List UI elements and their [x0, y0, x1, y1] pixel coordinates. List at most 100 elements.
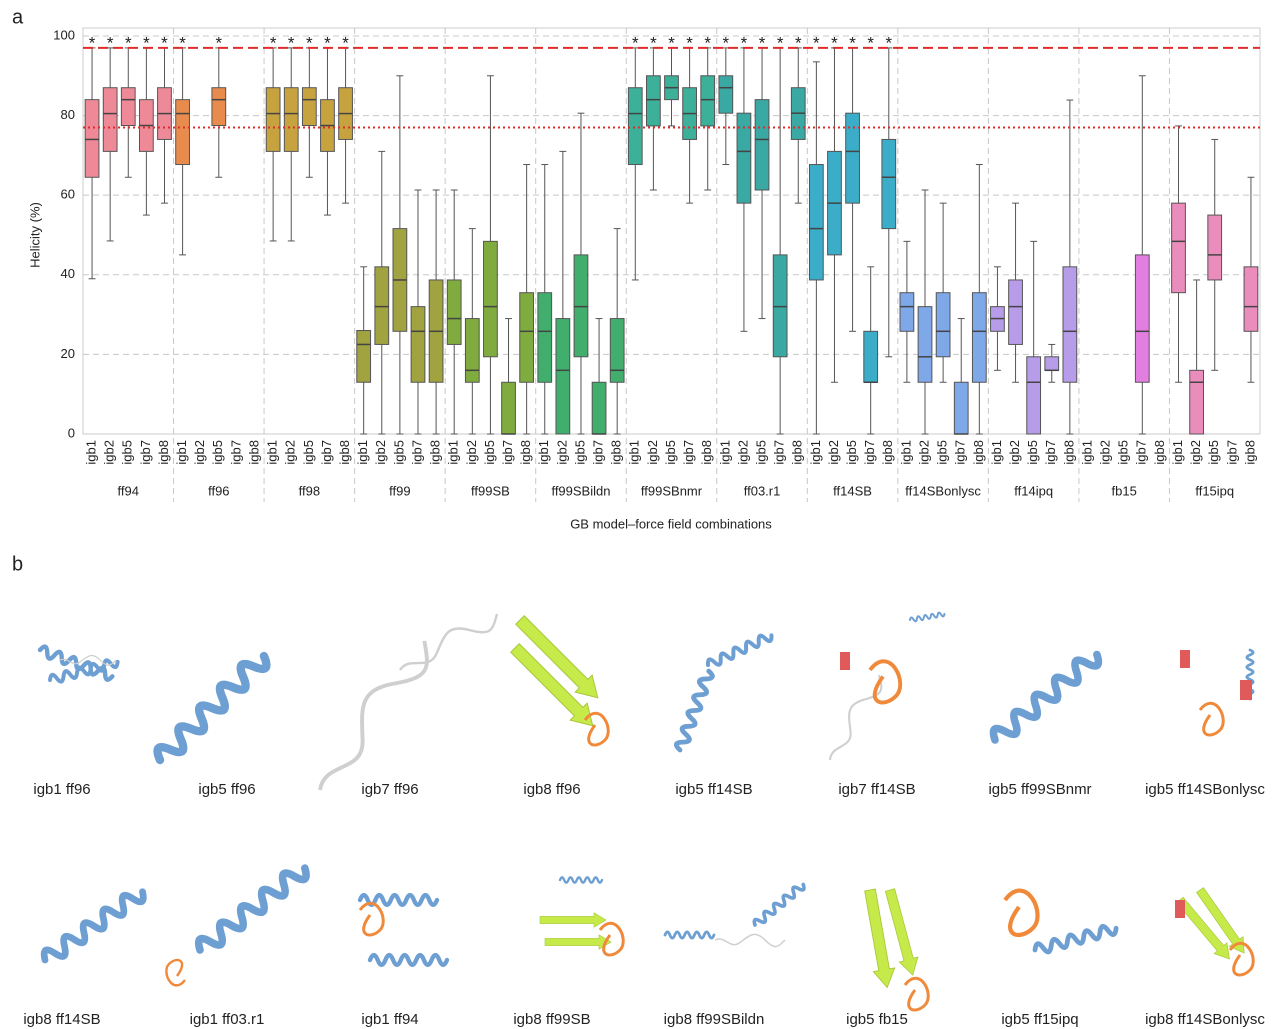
significance-marker: * [89, 33, 96, 52]
structure [153, 649, 270, 766]
box [446, 279, 462, 345]
x-tick-label: igb1 [174, 440, 189, 465]
group-label: ff98 [299, 483, 320, 498]
significance-marker: * [777, 33, 784, 52]
box [211, 87, 227, 127]
y-tick-label: 0 [68, 425, 75, 440]
significance-marker: * [741, 33, 748, 52]
x-tick-label: igb8 [1061, 440, 1076, 465]
x-tick-label: igb8 [880, 440, 895, 465]
structure-caption: igb1 ff96 [33, 781, 90, 798]
x-tick-label: igb2 [735, 440, 750, 465]
box [1207, 214, 1223, 281]
x-tick-label: igb1 [808, 440, 823, 465]
box [1044, 356, 1060, 371]
box [102, 87, 118, 152]
structure-caption: igb7 ff96 [361, 781, 418, 798]
significance-marker: * [723, 33, 730, 52]
structure-caption: igb5 fb15 [846, 1011, 908, 1028]
x-tick-label: igb8 [428, 440, 443, 465]
significance-marker: * [759, 33, 766, 52]
panel-label: a [12, 6, 24, 28]
box [410, 306, 426, 383]
x-tick-label: igb7 [862, 440, 877, 465]
box [863, 330, 879, 383]
structure [360, 895, 447, 965]
box [845, 112, 860, 204]
x-tick-label: igb2 [102, 440, 117, 465]
x-tick-label: igb5 [1025, 440, 1040, 465]
x-tick-label: igb8 [971, 440, 986, 465]
box [374, 266, 390, 345]
y-tick-label: 20 [61, 346, 75, 361]
x-tick-label: igb1 [446, 440, 461, 465]
significance-marker: * [795, 33, 802, 52]
structure-caption: igb8 ff14SBonlysc [1145, 1011, 1265, 1028]
box [356, 330, 372, 383]
x-tick-label: igb1 [83, 440, 98, 465]
significance-marker: * [161, 33, 168, 52]
structure [539, 876, 625, 957]
structure [1005, 891, 1118, 956]
box [609, 318, 625, 383]
significance-marker: * [324, 33, 331, 52]
box [501, 381, 516, 435]
x-tick-label: igb7 [319, 440, 334, 465]
significance-marker: * [632, 33, 639, 52]
significance-marker: * [125, 33, 132, 52]
x-tick-label: igb1 [627, 440, 642, 465]
group-label: ff14ipq [1014, 483, 1053, 498]
x-tick-label: igb2 [554, 440, 569, 465]
group-label: ff03.r1 [744, 483, 781, 498]
x-tick-label: igb8 [246, 440, 261, 465]
significance-marker: * [704, 33, 711, 52]
box [120, 87, 136, 127]
structure-caption: igb5 ff96 [198, 781, 255, 798]
group-label: ff15ipq [1195, 483, 1234, 498]
structure-caption: igb8 ff14SB [23, 1011, 100, 1028]
structure [675, 629, 776, 752]
x-axis-label: GB model–force field combinations [570, 516, 772, 531]
y-tick-label: 100 [53, 27, 75, 42]
structure-panel [38, 605, 1255, 1012]
group-label: ff99SBildn [551, 483, 610, 498]
significance-marker: * [885, 33, 892, 52]
group-label: ff96 [208, 483, 229, 498]
structure-caption: igb8 ff96 [523, 781, 580, 798]
x-tick-label: igb2 [192, 440, 207, 465]
box [591, 381, 607, 435]
group-label: ff99SB [471, 483, 510, 498]
box [772, 254, 788, 358]
x-tick-label: igb1 [898, 440, 913, 465]
box [555, 318, 571, 435]
box [808, 164, 824, 281]
x-tick-label: igb2 [464, 440, 479, 465]
significance-marker: * [813, 33, 820, 52]
structure-caption: igb1 ff03.r1 [190, 1011, 265, 1028]
box [935, 292, 951, 358]
significance-marker: * [831, 33, 838, 52]
structure-caption: igb7 ff14SB [838, 781, 915, 798]
x-tick-label: igb2 [1007, 440, 1022, 465]
box [573, 254, 589, 358]
x-tick-label: igb8 [1242, 440, 1257, 465]
box [1171, 202, 1186, 294]
structure [506, 611, 610, 747]
group-label: ff94 [118, 483, 139, 498]
x-tick-label: igb1 [355, 440, 370, 465]
structure [306, 605, 504, 802]
x-tick-label: igb5 [391, 440, 406, 465]
x-tick-label: igb1 [1170, 440, 1185, 465]
x-tick-label: igb1 [265, 440, 280, 465]
structure [990, 648, 1103, 747]
x-tick-label: igb8 [337, 440, 352, 465]
x-tick-label: igb5 [120, 440, 135, 465]
box [265, 87, 281, 152]
structure [1173, 884, 1255, 977]
significance-marker: * [686, 33, 693, 52]
significance-marker: * [650, 33, 657, 52]
x-tick-label: igb8 [518, 440, 533, 465]
structure-caption: igb5 ff99SBnmr [988, 781, 1091, 798]
x-tick-label: igb7 [681, 440, 696, 465]
